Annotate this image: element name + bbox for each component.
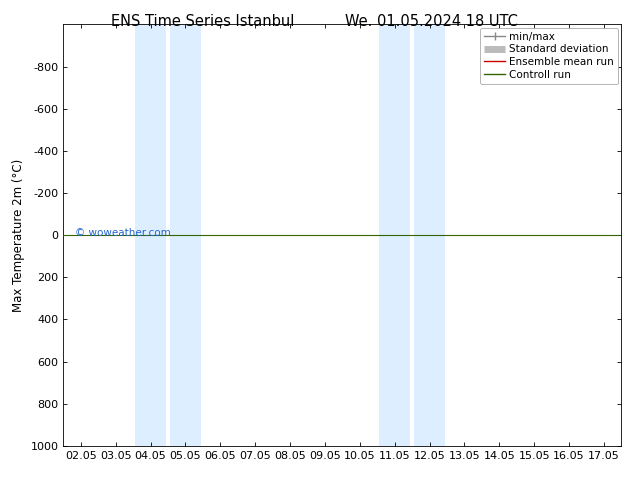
Bar bbox=[170, 24, 201, 446]
Text: © woweather.com: © woweather.com bbox=[75, 228, 171, 239]
Legend: min/max, Standard deviation, Ensemble mean run, Controll run: min/max, Standard deviation, Ensemble me… bbox=[480, 27, 618, 84]
Bar bbox=[414, 24, 445, 446]
Text: ENS Time Series Istanbul: ENS Time Series Istanbul bbox=[111, 14, 295, 29]
Bar bbox=[135, 24, 166, 446]
Y-axis label: Max Temperature 2m (°C): Max Temperature 2m (°C) bbox=[12, 159, 25, 312]
Bar bbox=[379, 24, 410, 446]
Text: We. 01.05.2024 18 UTC: We. 01.05.2024 18 UTC bbox=[345, 14, 517, 29]
